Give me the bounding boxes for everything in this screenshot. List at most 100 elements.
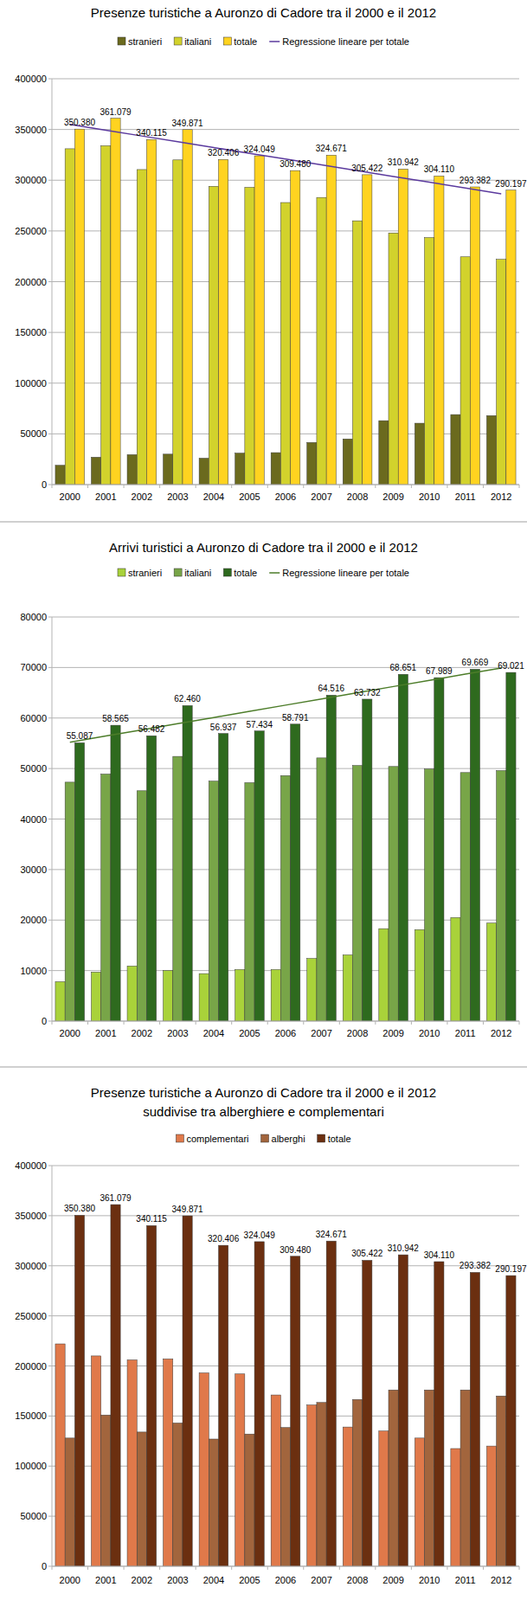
grid-line: [51, 1315, 520, 1317]
bar: [74, 1214, 84, 1567]
x-tick-label: 2010: [418, 491, 440, 502]
bar: [254, 731, 264, 1022]
data-label: 63.732: [353, 687, 381, 698]
data-label: 56.937: [210, 722, 238, 733]
grid-line: [51, 1566, 520, 1568]
x-tick-label: 2004: [203, 1574, 225, 1586]
bar: [316, 197, 327, 485]
bar: [101, 145, 111, 485]
data-label: 290.197: [494, 179, 527, 189]
x-divider: [123, 1566, 125, 1570]
x-axis: [51, 1021, 520, 1022]
y-tick-label: 400000: [14, 1160, 47, 1171]
y-tick: [48, 484, 52, 486]
y-tick: [48, 868, 52, 870]
bar: [90, 456, 101, 485]
y-tick-label: 150000: [14, 1410, 47, 1421]
x-divider: [302, 484, 304, 489]
grid-line: [51, 484, 520, 486]
y-tick-label: 300000: [14, 1260, 47, 1272]
y-tick: [48, 281, 52, 283]
x-divider: [411, 484, 412, 489]
bar: [362, 699, 373, 1022]
bar: [469, 186, 480, 485]
data-label: 350.380: [64, 117, 97, 128]
grid-line: [51, 1021, 520, 1022]
x-tick-label: 2001: [95, 1574, 116, 1586]
bar: [379, 1431, 389, 1567]
x-tick-label: 2009: [382, 1574, 404, 1586]
bar: [136, 169, 147, 485]
bar: [74, 128, 84, 485]
x-tick-label: 2001: [95, 491, 116, 502]
y-tick: [48, 78, 52, 80]
bar: [469, 668, 480, 1022]
chart: Presenze turistiche a Auronzo di Cadore …: [14, 1085, 527, 1586]
bar: [450, 917, 461, 1022]
x-divider: [446, 1021, 448, 1025]
bar: [270, 969, 281, 1022]
y-tick: [48, 179, 52, 181]
data-label: 361.079: [99, 1193, 132, 1203]
bar: [379, 928, 389, 1022]
y-tick: [48, 667, 52, 669]
grid-line: [51, 1415, 520, 1417]
bar: [362, 174, 373, 485]
bar: [110, 1204, 121, 1567]
bar: [199, 973, 209, 1022]
x-tick-label: 2004: [203, 491, 225, 502]
background: [0, 0, 527, 1600]
bar: [388, 1389, 399, 1567]
data-label: 293.382: [459, 1260, 492, 1271]
bar: [64, 1438, 75, 1567]
bar: [146, 1225, 156, 1567]
x-divider: [339, 484, 341, 489]
y-tick-label: 300000: [14, 174, 47, 186]
bar: [307, 442, 317, 485]
bar: [55, 981, 65, 1022]
y-tick-label: 350000: [14, 1210, 47, 1222]
legend-swatch: [173, 568, 182, 577]
x-divider: [231, 1021, 232, 1025]
y-tick: [48, 1265, 52, 1267]
bar: [342, 438, 353, 485]
x-divider: [482, 484, 484, 489]
bar: [235, 969, 245, 1022]
title: Presenze turistiche a Auronzo di Cadore …: [90, 5, 437, 20]
x-tick-label: 2012: [490, 1028, 512, 1039]
bar: [506, 1275, 516, 1567]
y-tick-label: 400000: [14, 73, 47, 84]
y-axis: [51, 1165, 53, 1567]
bar: [362, 1259, 373, 1567]
bar: [101, 1414, 111, 1567]
x-divider: [231, 484, 232, 489]
bar: [316, 758, 327, 1022]
y-tick: [48, 1315, 52, 1317]
legend: stranieriitalianitotaleRegressione linea…: [117, 36, 410, 47]
data-label: 340.115: [135, 1214, 168, 1224]
y-tick: [48, 1566, 52, 1568]
bar: [146, 735, 156, 1022]
bar: [506, 672, 516, 1022]
y-tick: [48, 382, 52, 384]
data-label: 62.460: [173, 694, 201, 704]
y-tick-label: 0: [41, 479, 47, 490]
data-label: 68.651: [390, 662, 418, 673]
bar: [173, 1422, 183, 1567]
legend-label: italiani: [184, 36, 212, 47]
y-axis: [51, 616, 53, 1022]
grid-line: [51, 128, 520, 130]
y-tick: [48, 818, 52, 820]
data-label: 340.115: [135, 128, 168, 138]
chart: Presenze turistiche a Auronzo di Cadore …: [0, 5, 527, 522]
bar: [280, 775, 290, 1022]
y-tick-label: 0: [41, 1561, 47, 1572]
x-divider: [411, 1566, 412, 1570]
data-label: 320.406: [207, 147, 240, 158]
x-divider: [51, 484, 53, 489]
bar: [90, 971, 101, 1022]
x-tick-label: 2008: [347, 1028, 368, 1039]
x-divider: [195, 1021, 197, 1025]
x-tick-label: 2010: [418, 1028, 440, 1039]
x-tick-label: 2011: [455, 491, 476, 502]
